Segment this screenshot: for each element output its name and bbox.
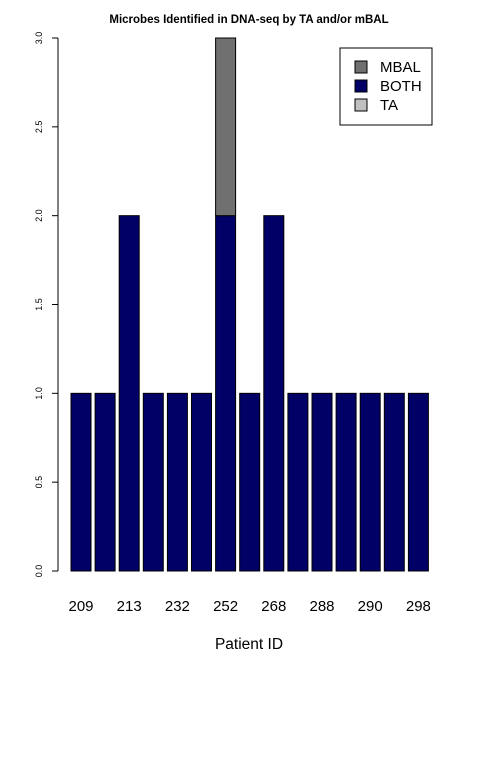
- legend-swatch-ta: [354, 98, 368, 112]
- y-tick-label: 1.5: [34, 298, 44, 311]
- y-tick-label: 1.0: [34, 387, 44, 400]
- bar-segment-both: [166, 392, 188, 572]
- legend-label-mbal: MBAL: [380, 59, 421, 76]
- x-tick-label: 209: [68, 598, 93, 615]
- bar-segment-both: [383, 392, 405, 572]
- x-tick-label: 232: [165, 598, 190, 615]
- bar-segment-both: [239, 392, 261, 572]
- legend-label-both: BOTH: [380, 78, 422, 95]
- x-tick-label: 252: [213, 598, 238, 615]
- x-axis-label: Patient ID: [215, 636, 283, 653]
- bar-segment-both: [215, 215, 237, 572]
- bar-segment-both: [335, 392, 357, 572]
- legend-swatch-both: [354, 79, 368, 93]
- bar-segment-both: [263, 215, 285, 572]
- bar-segment-both: [142, 392, 164, 572]
- bar-segment-both: [94, 392, 116, 572]
- legend-label-ta: TA: [380, 97, 398, 114]
- bars-group: [70, 37, 429, 572]
- x-tick-label: 298: [406, 598, 431, 615]
- x-tick-labels: 209 213 232 252 268 288 290 298: [68, 598, 430, 615]
- legend: MBAL BOTH TA: [339, 47, 433, 126]
- chart-title: Microbes Identified in DNA-seq by TA and…: [109, 14, 388, 26]
- y-axis: 0.0 0.5 1.0 1.5 2.0 2.5 3.0: [34, 32, 59, 578]
- bar-segment-both: [407, 392, 429, 572]
- x-tick-label: 290: [358, 598, 383, 615]
- bar-segment-both: [311, 392, 333, 572]
- x-tick-label: 213: [117, 598, 142, 615]
- bar-segment-both: [287, 392, 309, 572]
- y-tick-label: 2.5: [34, 121, 44, 134]
- y-tick-label: 3.0: [34, 32, 44, 45]
- x-tick-label: 288: [309, 598, 334, 615]
- x-tick-label: 268: [261, 598, 286, 615]
- y-tick-label: 0.0: [34, 565, 44, 578]
- bar-segment-mbal: [215, 37, 237, 217]
- y-tick-label: 0.5: [34, 476, 44, 489]
- bar-segment-both: [118, 215, 140, 572]
- bar-segment-both: [70, 392, 92, 572]
- legend-swatch-mbal: [354, 60, 368, 74]
- bar-segment-both: [191, 392, 212, 572]
- y-tick-label: 2.0: [34, 209, 44, 222]
- bar-segment-both: [359, 392, 381, 572]
